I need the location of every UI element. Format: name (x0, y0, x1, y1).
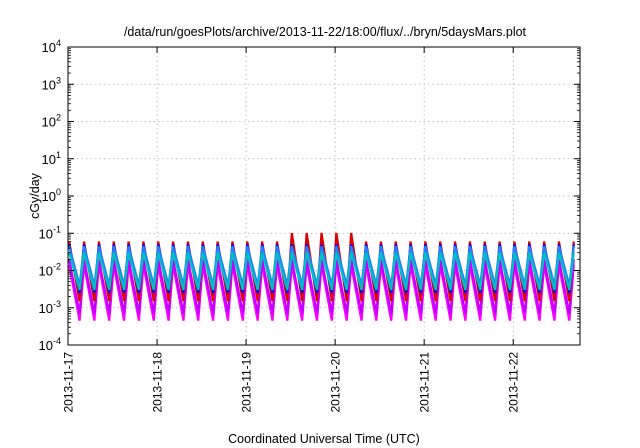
y-tick-label: 10-3 (39, 299, 61, 316)
x-tick-label: 2013-11-22 (507, 352, 521, 413)
x-tick-label: 2013-11-20 (329, 352, 343, 413)
chart-title: /data/run/goesPlots/archive/2013-11-22/1… (124, 25, 527, 39)
series-layer (68, 232, 575, 321)
y-tick-label: 103 (42, 75, 61, 92)
x-axis-label: Coordinated Universal Time (UTC) (228, 432, 420, 446)
y-axis-label: cGy/day (28, 172, 42, 219)
series-line (68, 252, 575, 291)
x-tick-label: 2013-11-19 (240, 352, 254, 413)
y-tick-label: 101 (42, 150, 61, 167)
x-tick-label: 2013-11-21 (418, 352, 432, 413)
y-tick-label: 100 (42, 187, 61, 204)
y-tick-labels: 10-4 10-3 10-2 10-1 100 101 102 103 104 (39, 38, 61, 353)
y-tick-label: 10-2 (39, 262, 61, 279)
x-tick-label: 2013-11-17 (62, 352, 76, 413)
y-tick-label: 104 (42, 38, 61, 55)
grid (68, 47, 580, 345)
ticks (67, 46, 580, 346)
x-tick-labels: 2013-11-17 2013-11-18 2013-11-19 2013-11-20… (62, 352, 521, 413)
x-tick-label: 2013-11-18 (151, 352, 165, 413)
y-tick-label: 10-4 (39, 336, 61, 353)
y-tick-label: 102 (42, 113, 61, 130)
y-tick-label: 10-1 (39, 224, 61, 241)
